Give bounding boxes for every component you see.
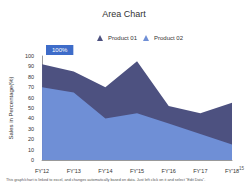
- svg-text:FY'16: FY'16: [162, 168, 176, 174]
- svg-text:This graph/chart is linked to: This graph/chart is linked to excel, and…: [6, 178, 205, 182]
- svg-text:FY'12: FY'12: [35, 168, 49, 174]
- svg-text:40: 40: [28, 115, 34, 121]
- svg-text:15: 15: [239, 166, 245, 171]
- svg-text:Sales in Percentage(%): Sales in Percentage(%): [8, 76, 14, 139]
- svg-text:FY'18: FY'18: [225, 168, 239, 174]
- svg-text:FY'15: FY'15: [130, 168, 144, 174]
- svg-text:10: 10: [28, 147, 34, 153]
- svg-text:20: 20: [28, 136, 34, 142]
- svg-text:80: 80: [28, 74, 34, 80]
- svg-text:Area Chart: Area Chart: [102, 9, 146, 19]
- svg-text:Product 01: Product 01: [108, 35, 138, 41]
- svg-text:100%: 100%: [52, 47, 68, 53]
- svg-text:Product 02: Product 02: [154, 35, 184, 41]
- svg-text:70: 70: [28, 84, 34, 90]
- svg-text:30: 30: [28, 126, 34, 132]
- svg-text:FY'14: FY'14: [98, 168, 112, 174]
- svg-text:100: 100: [25, 53, 34, 59]
- svg-text:FY'13: FY'13: [67, 168, 81, 174]
- svg-text:60: 60: [28, 95, 34, 101]
- svg-text:FY'17: FY'17: [193, 168, 207, 174]
- svg-text:0: 0: [31, 157, 34, 163]
- svg-text:50: 50: [28, 105, 34, 111]
- svg-text:90: 90: [28, 63, 34, 69]
